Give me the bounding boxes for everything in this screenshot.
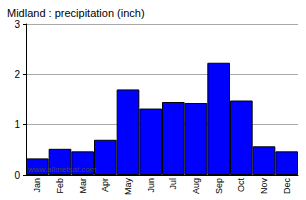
- svg-text:Sep: Sep: [214, 178, 224, 194]
- svg-text:www.allmetsat.com: www.allmetsat.com: [27, 165, 97, 174]
- svg-text:1: 1: [14, 119, 20, 130]
- svg-text:2: 2: [14, 69, 20, 80]
- svg-text:Oct: Oct: [236, 178, 246, 193]
- svg-text:Jan: Jan: [32, 178, 42, 193]
- svg-text:Jun: Jun: [146, 178, 156, 193]
- svg-text:Jul: Jul: [168, 178, 178, 190]
- svg-text:Nov: Nov: [259, 178, 269, 195]
- svg-text:Aug: Aug: [191, 178, 201, 194]
- svg-text:Apr: Apr: [100, 178, 110, 192]
- svg-text:Feb: Feb: [55, 178, 65, 194]
- svg-text:Midland : precipitation (inch): Midland : precipitation (inch): [7, 7, 145, 19]
- svg-text:Mar: Mar: [78, 178, 88, 194]
- svg-text:0: 0: [14, 170, 20, 181]
- svg-text:May: May: [123, 178, 133, 196]
- svg-text:3: 3: [14, 19, 20, 30]
- svg-text:Dec: Dec: [282, 178, 292, 195]
